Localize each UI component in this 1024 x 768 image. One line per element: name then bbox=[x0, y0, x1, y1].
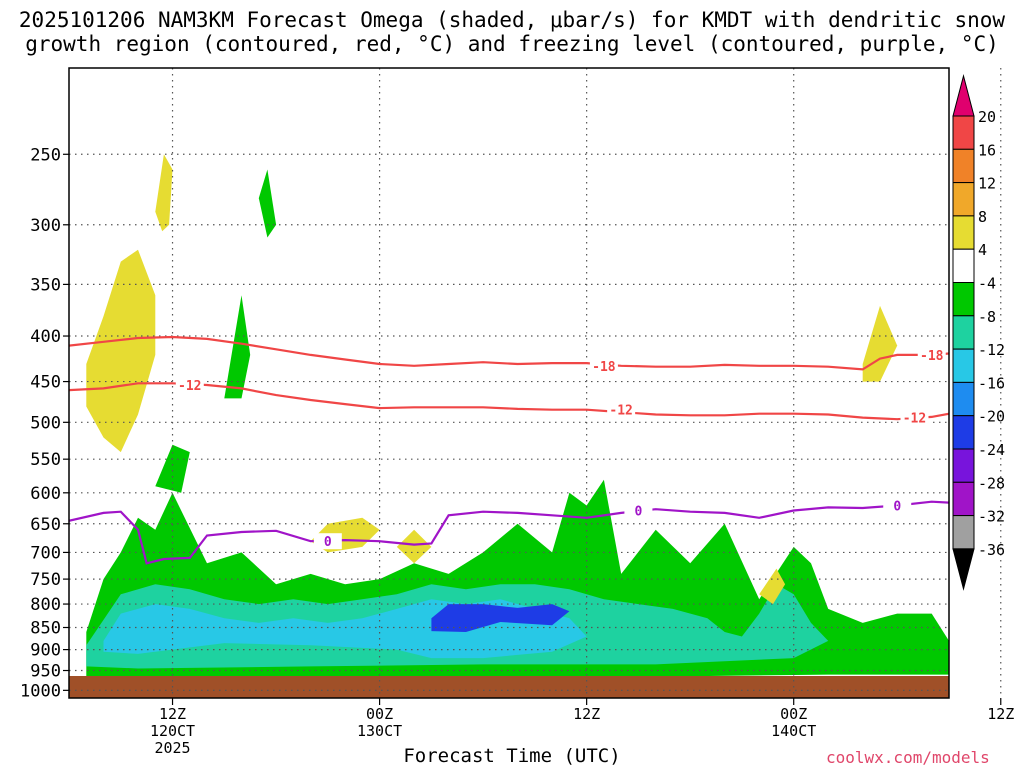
x-tick-label-60-0: 12Z bbox=[987, 705, 1014, 723]
x-axis-title: Forecast Time (UTC) bbox=[403, 745, 621, 767]
omega-region-5 bbox=[155, 154, 173, 232]
y-tick-label-500: 500 bbox=[30, 413, 61, 433]
colorbar-bin-4 bbox=[952, 248, 975, 283]
y-tick-label-550: 550 bbox=[30, 450, 61, 470]
contour-label--12-2: -12 bbox=[903, 412, 926, 427]
omega-region-3 bbox=[431, 604, 570, 632]
colorbar-bin-8 bbox=[952, 381, 975, 417]
colorbar-label-9: -20 bbox=[978, 408, 1005, 426]
y-tick-label-850: 850 bbox=[30, 618, 61, 638]
chart-title-line-1: 2025101206 NAM3KM Forecast Omega (shaded… bbox=[18, 8, 1006, 32]
x-tick-label-12-2: 2025 bbox=[154, 739, 190, 757]
chart-title-line-2: growth region (contoured, red, °C) and f… bbox=[25, 32, 999, 56]
contour-label-bg bbox=[900, 409, 929, 426]
contour--12 bbox=[69, 382, 949, 421]
omega-region-11 bbox=[759, 568, 786, 605]
x-tick-label-12-1: 120CT bbox=[150, 722, 195, 740]
x-tick-label-48-0: 00Z bbox=[780, 705, 807, 723]
colorbar-bin-1 bbox=[952, 148, 975, 184]
plot-frame bbox=[68, 67, 950, 699]
colorbar-bin-0 bbox=[952, 115, 975, 150]
omega-region-14 bbox=[258, 169, 277, 238]
omega-shading bbox=[86, 154, 949, 679]
y-tick-label-650: 650 bbox=[30, 515, 61, 535]
colorbar-label-12: -32 bbox=[978, 508, 1005, 526]
contour-label-bg bbox=[313, 533, 342, 550]
x-tick-label-24-0: 00Z bbox=[366, 705, 393, 723]
colorbar-bin-2 bbox=[952, 182, 975, 217]
y-tick-label-250: 250 bbox=[30, 145, 61, 165]
colorbar-label-11: -28 bbox=[978, 474, 1005, 492]
contour-label-0-0: 0 bbox=[324, 535, 332, 550]
ground-surface bbox=[69, 676, 949, 698]
contour-label-bg bbox=[883, 497, 912, 514]
source-credit: coolwx.com/models bbox=[826, 748, 990, 767]
colorbar-bin-5 bbox=[952, 282, 975, 317]
omega-region-13 bbox=[155, 444, 190, 493]
contour-lines: -18 -18 -12 -12 -12 0 0 0 bbox=[69, 335, 949, 565]
y-tick-label-750: 750 bbox=[30, 570, 61, 590]
contour-label--12-1: -12 bbox=[609, 404, 632, 419]
colorbar-label-0: 20 bbox=[978, 108, 996, 126]
y-axis-pressure: 250 300 350 400 450 500 550 600 650 700 750 800 850 9… bbox=[20, 145, 69, 701]
contour-label-bg bbox=[175, 376, 204, 393]
y-tick-label-350: 350 bbox=[30, 275, 61, 295]
grid-lines bbox=[69, 68, 1002, 698]
omega-region-8 bbox=[862, 305, 898, 382]
colorbar-label-3: 8 bbox=[978, 208, 987, 226]
contour-label-bg bbox=[624, 502, 653, 519]
y-tick-label-450: 450 bbox=[30, 373, 61, 393]
y-tick-label-1000: 1000 bbox=[20, 681, 61, 701]
omega-region-12 bbox=[224, 295, 251, 399]
x-tick-label-48-1: 140CT bbox=[771, 722, 816, 740]
colorbar-label-13: -36 bbox=[978, 541, 1005, 559]
colorbar-bin-12 bbox=[952, 515, 975, 550]
x-tick-label-12-0: 12Z bbox=[159, 705, 186, 723]
x-tick-label-36-0: 12Z bbox=[573, 705, 600, 723]
colorbar-label-6: -8 bbox=[978, 308, 996, 326]
contour-label-bg bbox=[917, 346, 946, 363]
colorbar-bin-9 bbox=[952, 415, 975, 450]
contour-label-0-1: 0 bbox=[634, 504, 642, 519]
colorbar: 20 16 12 8 4 -4 -8 -12 -16 -20 -24 -28 -32 -36 bbox=[952, 74, 1005, 591]
colorbar-label-5: -4 bbox=[978, 275, 996, 293]
colorbar-bin-10 bbox=[952, 448, 975, 483]
omega-region-7 bbox=[396, 529, 432, 564]
x-tick-label-24-1: 130CT bbox=[357, 722, 402, 740]
contour-label--18-0: -18 bbox=[592, 360, 616, 375]
colorbar-label-8: -16 bbox=[978, 374, 1005, 392]
colorbar-bin-6 bbox=[952, 315, 975, 350]
colorbar-bottom-arrow bbox=[952, 548, 975, 591]
colorbar-label-1: 16 bbox=[978, 141, 996, 159]
colorbar-label-4: 4 bbox=[978, 241, 987, 259]
colorbar-top-arrow bbox=[952, 74, 975, 117]
contour-label-bg bbox=[589, 357, 618, 374]
colorbar-bin-7 bbox=[952, 348, 975, 383]
omega-region-4 bbox=[86, 249, 156, 453]
y-tick-label-700: 700 bbox=[30, 543, 61, 563]
colorbar-bin-11 bbox=[952, 481, 975, 517]
colorbar-bin-3 bbox=[952, 215, 975, 250]
y-tick-label-300: 300 bbox=[30, 216, 61, 236]
y-tick-label-400: 400 bbox=[30, 327, 61, 347]
contour-label-bg bbox=[607, 401, 636, 418]
y-tick-label-800: 800 bbox=[30, 595, 61, 615]
colorbar-label-10: -24 bbox=[978, 441, 1005, 459]
y-tick-label-600: 600 bbox=[30, 484, 61, 504]
contour-label--18-1: -18 bbox=[920, 349, 944, 364]
y-tick-label-900: 900 bbox=[30, 641, 61, 661]
contour-label--12-0: -12 bbox=[178, 379, 201, 394]
colorbar-label-2: 12 bbox=[978, 175, 996, 193]
colorbar-label-7: -12 bbox=[978, 341, 1005, 359]
contour-label-0-2: 0 bbox=[893, 499, 901, 514]
y-tick-label-950: 950 bbox=[30, 662, 61, 682]
